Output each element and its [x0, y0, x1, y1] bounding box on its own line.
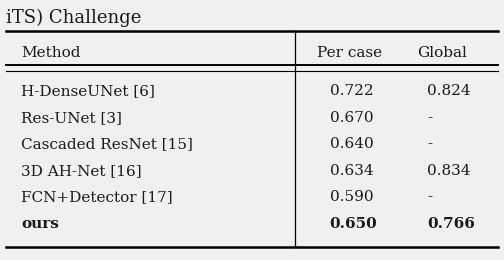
Text: 3D AH-Net [16]: 3D AH-Net [16] — [22, 164, 142, 178]
Text: 0.650: 0.650 — [330, 217, 377, 231]
Text: Res-UNet [3]: Res-UNet [3] — [22, 111, 122, 125]
Text: H-DenseUNet [6]: H-DenseUNet [6] — [22, 84, 155, 99]
Text: ours: ours — [22, 217, 59, 231]
Text: Per case: Per case — [317, 46, 382, 60]
Text: 0.834: 0.834 — [427, 164, 471, 178]
Text: Cascaded ResNet [15]: Cascaded ResNet [15] — [22, 137, 194, 151]
Text: 0.640: 0.640 — [330, 137, 373, 151]
Text: 0.766: 0.766 — [427, 217, 475, 231]
Text: 0.634: 0.634 — [330, 164, 373, 178]
Text: 0.670: 0.670 — [330, 111, 373, 125]
Text: 0.722: 0.722 — [330, 84, 373, 99]
Text: 0.590: 0.590 — [330, 190, 373, 204]
Text: -: - — [427, 111, 432, 125]
Text: -: - — [427, 137, 432, 151]
Text: -: - — [427, 190, 432, 204]
Text: iTS) Challenge: iTS) Challenge — [7, 9, 142, 27]
Text: Global: Global — [417, 46, 467, 60]
Text: FCN+Detector [17]: FCN+Detector [17] — [22, 190, 173, 204]
Text: 0.824: 0.824 — [427, 84, 471, 99]
Text: Method: Method — [22, 46, 81, 60]
